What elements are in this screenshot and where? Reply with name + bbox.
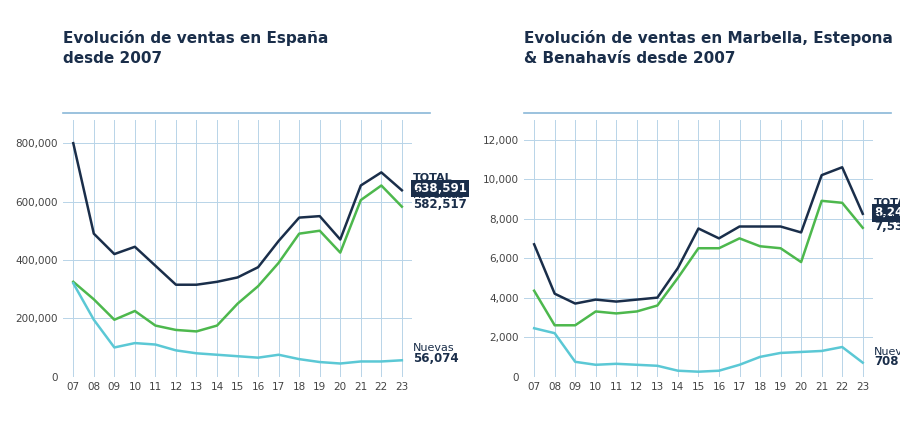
Text: Reventas: Reventas <box>413 190 465 200</box>
Text: Evolución de ventas en España
desde 2007: Evolución de ventas en España desde 2007 <box>63 30 328 66</box>
Text: Evolución de ventas en Marbella, Estepona
& Benahavís desde 2007: Evolución de ventas en Marbella, Estepon… <box>524 30 893 66</box>
Text: 708: 708 <box>874 355 898 368</box>
Text: Nuevas: Nuevas <box>874 347 900 357</box>
Text: 8,243: 8,243 <box>874 206 900 220</box>
Text: TOTAL: TOTAL <box>413 173 453 183</box>
Text: 56,074: 56,074 <box>413 352 459 365</box>
Text: Reventas: Reventas <box>874 213 900 223</box>
Text: 582,517: 582,517 <box>413 198 467 211</box>
Text: 7,535: 7,535 <box>874 220 900 233</box>
Text: TOTAL: TOTAL <box>874 198 900 208</box>
Text: Nuevas: Nuevas <box>413 343 454 353</box>
Text: 638,591: 638,591 <box>413 182 467 195</box>
